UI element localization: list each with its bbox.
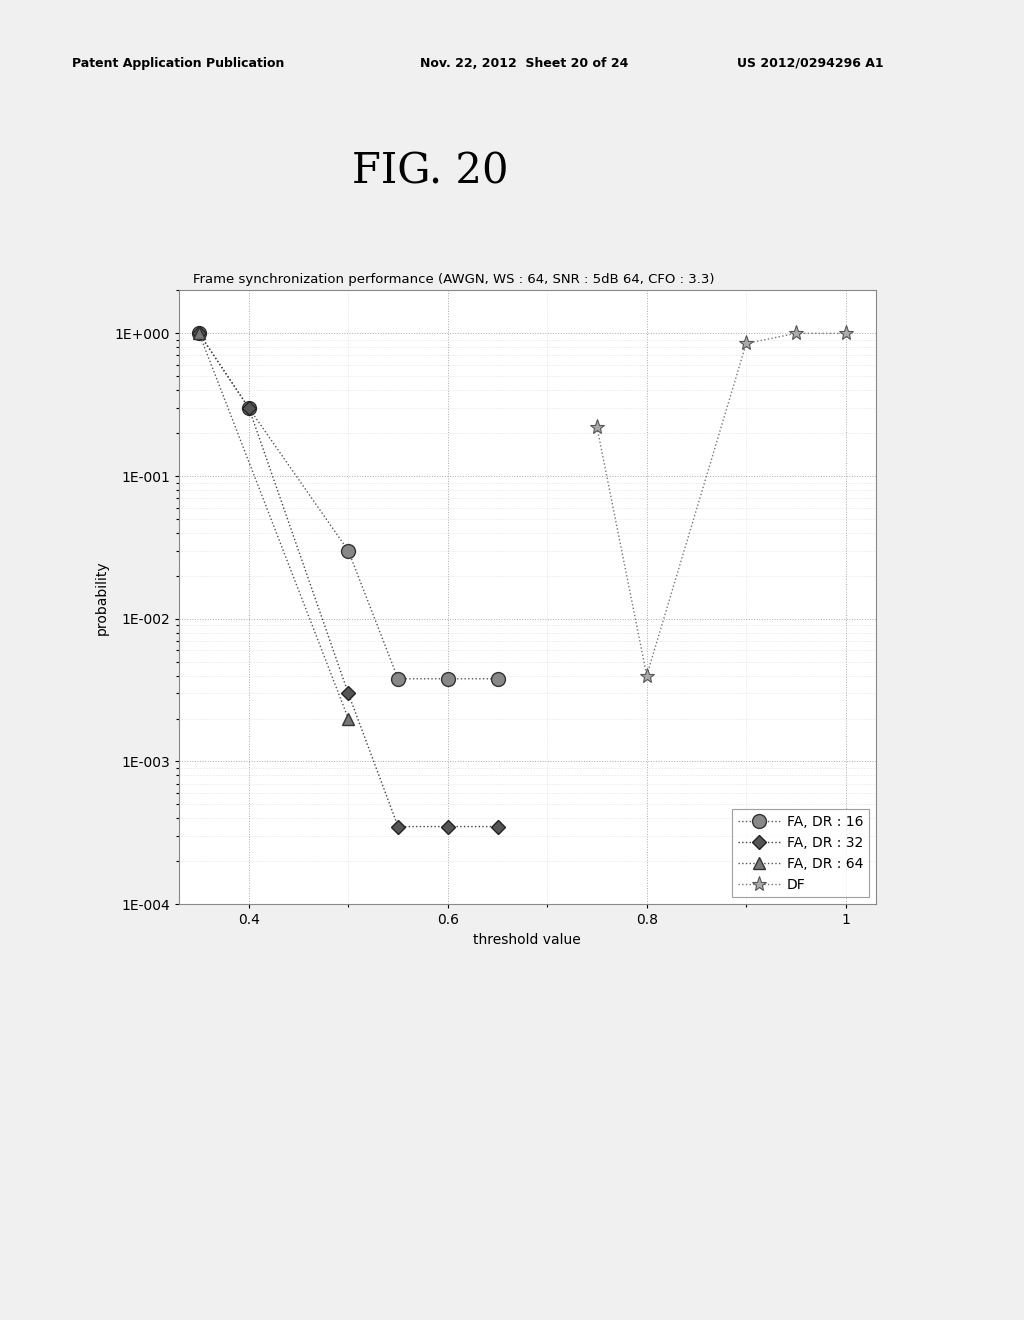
DF [591, 420, 603, 436]
DF [840, 326, 852, 342]
FA, DR : 32: (0.65, 0.00035): 32: (0.65, 0.00035) [492, 818, 504, 834]
Text: FIG. 20: FIG. 20 [352, 150, 508, 193]
Text: Nov. 22, 2012  Sheet 20 of 24: Nov. 22, 2012 Sheet 20 of 24 [420, 57, 628, 70]
Text: Patent Application Publication: Patent Application Publication [72, 57, 284, 70]
Line: FA, DR : 32: FA, DR : 32 [195, 329, 503, 832]
FA, DR : 16: (0.65, 0.0038): 16: (0.65, 0.0038) [492, 671, 504, 686]
DF [641, 668, 653, 684]
Text: Frame synchronization performance (AWGN, WS : 64, SNR : 5dB 64, CFO : 3.3): Frame synchronization performance (AWGN,… [194, 273, 715, 286]
FA, DR : 16: (0.55, 0.0038): 16: (0.55, 0.0038) [392, 671, 404, 686]
Line: FA, DR : 64: FA, DR : 64 [193, 327, 354, 725]
FA, DR : 16: (0.6, 0.0038): 16: (0.6, 0.0038) [441, 671, 454, 686]
FA, DR : 16: (0.35, 1): 16: (0.35, 1) [193, 326, 205, 342]
DF [740, 335, 753, 351]
FA, DR : 32: (0.5, 0.003): 32: (0.5, 0.003) [342, 685, 354, 701]
DF [790, 326, 802, 342]
FA, DR : 32: (0.6, 0.00035): 32: (0.6, 0.00035) [441, 818, 454, 834]
Y-axis label: probability: probability [95, 560, 110, 635]
Legend: FA, DR : 16, FA, DR : 32, FA, DR : 64, DF: FA, DR : 16, FA, DR : 32, FA, DR : 64, D… [732, 809, 868, 898]
X-axis label: threshold value: threshold value [473, 933, 582, 946]
Line: DF: DF [590, 326, 853, 684]
FA, DR : 32: (0.55, 0.00035): 32: (0.55, 0.00035) [392, 818, 404, 834]
Text: US 2012/0294296 A1: US 2012/0294296 A1 [737, 57, 884, 70]
FA, DR : 32: (0.4, 0.3): 32: (0.4, 0.3) [243, 400, 255, 416]
FA, DR : 64: (0.5, 0.002): 64: (0.5, 0.002) [342, 710, 354, 726]
Line: FA, DR : 16: FA, DR : 16 [193, 326, 505, 685]
FA, DR : 16: (0.5, 0.03): 16: (0.5, 0.03) [342, 543, 354, 558]
FA, DR : 16: (0.4, 0.3): 16: (0.4, 0.3) [243, 400, 255, 416]
FA, DR : 32: (0.35, 1): 32: (0.35, 1) [193, 326, 205, 342]
FA, DR : 64: (0.35, 1): 64: (0.35, 1) [193, 326, 205, 342]
